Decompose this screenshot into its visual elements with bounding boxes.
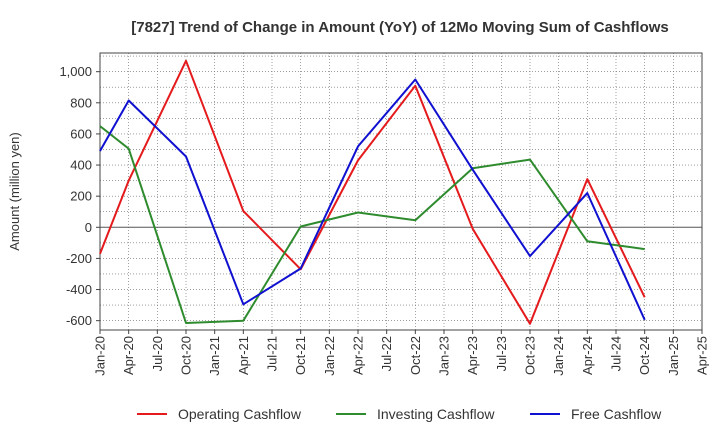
plot-area: -600 -400 -200 0 200 400 600 800 1,000 Jan-20 Apr-…	[59, 52, 710, 376]
y-tick-label: 1,000	[59, 64, 92, 79]
legend: Operating Cashflow Investing Cashflow Free…	[137, 406, 662, 422]
x-tick-label: Jan-22	[322, 336, 337, 376]
y-tick-label: 400	[70, 158, 92, 173]
x-tick-label: Apr-21	[236, 336, 251, 375]
x-tick-label: Jul-22	[379, 336, 394, 371]
x-tick-label: Jul-21	[265, 336, 280, 371]
legend-label-operating-cashflow: Operating Cashflow	[178, 406, 302, 422]
x-tick-label: Oct-20	[179, 336, 194, 375]
x-tick-label: Oct-23	[523, 336, 538, 375]
series-line-operating-cashflow	[99, 59, 646, 325]
x-tick-label: Apr-24	[580, 336, 595, 375]
x-tick-label: Apr-25	[695, 336, 710, 375]
y-tick-label: 200	[70, 189, 92, 204]
x-tick-label: Apr-22	[351, 336, 366, 375]
x-tick-label: Jan-20	[93, 336, 108, 376]
x-tick-label: Oct-22	[408, 336, 423, 375]
x-tick-label: Jan-23	[437, 336, 452, 376]
x-tick-label: Jan-21	[207, 336, 222, 376]
series-line-investing-cashflow	[99, 125, 645, 324]
y-tick-label: -200	[66, 251, 92, 266]
series-line-free-cashflow	[99, 78, 646, 321]
x-tick-label: Jan-25	[666, 336, 681, 376]
plot-frame	[99, 52, 703, 331]
x-tick-label: Jul-24	[609, 336, 624, 371]
x-tick-label: Oct-21	[293, 336, 308, 375]
x-tick-label: Oct-24	[637, 336, 652, 375]
x-tick-label: Jan-24	[551, 336, 566, 376]
legend-label-free-cashflow: Free Cashflow	[571, 406, 662, 422]
x-tick-label: Jul-23	[494, 336, 509, 371]
y-axis-label: Amount (million yen)	[7, 132, 22, 251]
chart-title: [7827] Trend of Change in Amount (YoY) o…	[131, 19, 669, 36]
y-tick-label: -400	[66, 282, 92, 297]
x-tick-label: Apr-23	[465, 336, 480, 375]
y-tick-label: 0	[85, 220, 92, 235]
y-tick-label: -600	[66, 313, 92, 328]
y-tick-label: 800	[70, 95, 92, 110]
legend-label-investing-cashflow: Investing Cashflow	[377, 406, 495, 422]
x-tick-label: Jul-20	[150, 336, 165, 371]
x-tick-label: Apr-20	[121, 336, 136, 375]
y-tick-label: 600	[70, 126, 92, 141]
